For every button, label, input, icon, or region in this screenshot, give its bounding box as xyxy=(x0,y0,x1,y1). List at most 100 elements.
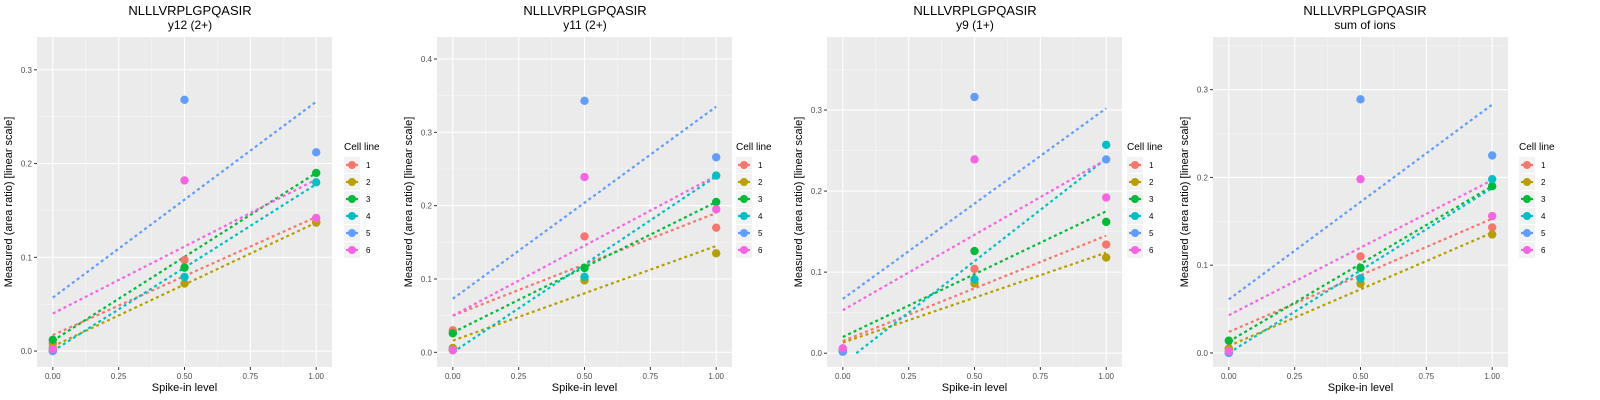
point-cell-line-6 xyxy=(448,345,458,355)
fit-line-5 xyxy=(52,100,317,299)
fit-line-4 xyxy=(855,157,1107,355)
legend-swatch-4 xyxy=(1523,212,1531,220)
legend-swatch-4 xyxy=(1131,212,1139,220)
point-cell-line-6 xyxy=(1224,347,1234,356)
legend-label: 2 xyxy=(366,178,371,187)
y-tick-label: 0.0 xyxy=(811,349,823,358)
point-cell-line-4 xyxy=(180,272,189,282)
y-tick-label: 0.3 xyxy=(1197,86,1209,95)
legend: Cell line 1 2 3 4 5 6 xyxy=(1127,142,1163,258)
y-tick-label: 0.0 xyxy=(421,348,433,357)
y-tick-label: 0.1 xyxy=(811,268,823,277)
plot-marks xyxy=(48,95,321,356)
legend-swatch-5 xyxy=(1523,229,1531,237)
legend-label: 2 xyxy=(758,178,763,187)
fit-line-5 xyxy=(1228,103,1493,301)
point-cell-line-5 xyxy=(1101,155,1111,164)
point-cell-line-5 xyxy=(711,153,721,162)
point-cell-line-1 xyxy=(711,223,721,232)
point-cell-line-5 xyxy=(580,96,589,106)
point-cell-line-2 xyxy=(1487,230,1497,239)
point-cell-line-6 xyxy=(711,205,721,214)
legend-title: Cell line xyxy=(1127,142,1163,153)
x-tick-label: 0.75 xyxy=(1419,372,1435,381)
y-tick-label: 0.0 xyxy=(21,347,33,356)
plot-marks xyxy=(448,96,721,355)
fit-line-4 xyxy=(1228,187,1493,354)
legend-label: 5 xyxy=(1541,229,1546,238)
point-cell-line-2 xyxy=(711,249,721,258)
point-cell-line-3 xyxy=(180,263,189,272)
legend-swatch-3 xyxy=(1131,195,1139,203)
point-cell-line-3 xyxy=(1224,336,1234,345)
point-cell-line-1 xyxy=(970,264,979,274)
x-tick-label: 1.00 xyxy=(308,372,324,381)
point-cell-line-3 xyxy=(580,263,589,273)
point-cell-line-3 xyxy=(1487,182,1497,191)
panel-subtitle: y12 (2+) xyxy=(168,18,212,32)
point-cell-line-5 xyxy=(311,148,321,157)
point-cell-line-4 xyxy=(580,272,589,281)
x-tick-label: 1.00 xyxy=(1484,372,1500,381)
y-tick-label: 0.4 xyxy=(421,55,433,64)
fit-line-6 xyxy=(1228,179,1493,317)
legend-swatch-4 xyxy=(348,212,356,220)
y-tick-label: 0.1 xyxy=(1197,261,1209,270)
x-axis-label: Spike-in level xyxy=(552,382,617,394)
y-axis-label: Measured (area ratio) [linear scale] xyxy=(3,117,15,288)
point-cell-line-5 xyxy=(1487,151,1497,160)
point-cell-line-6 xyxy=(311,213,321,223)
fit-line-2 xyxy=(842,251,1107,344)
fit-line-2 xyxy=(452,244,717,342)
x-tick-label: 0.75 xyxy=(643,372,659,381)
point-cell-line-1 xyxy=(1101,240,1111,249)
x-axis-label: Spike-in level xyxy=(942,382,1007,394)
legend-label: 3 xyxy=(1149,195,1154,204)
fit-line-5 xyxy=(842,107,1107,300)
legend-label: 1 xyxy=(1541,161,1546,170)
panel-subtitle: y11 (2+) xyxy=(563,18,606,32)
plot-marks xyxy=(838,92,1111,356)
y-tick-label: 0.1 xyxy=(21,253,33,262)
legend-label: 2 xyxy=(1149,178,1154,187)
point-cell-line-5 xyxy=(1356,95,1365,104)
x-tick-label: 0.00 xyxy=(1221,372,1237,381)
x-tick-label: 0.00 xyxy=(45,372,61,381)
point-cell-line-4 xyxy=(1487,174,1497,184)
x-tick-label: 0.25 xyxy=(111,372,127,381)
point-cell-line-2 xyxy=(180,279,189,288)
x-tick-label: 0.25 xyxy=(1287,372,1303,381)
y-axis-label: Measured (area ratio) [linear scale] xyxy=(793,117,805,288)
point-cell-line-5 xyxy=(970,92,979,102)
point-cell-line-3 xyxy=(48,335,58,345)
legend-title: Cell line xyxy=(1519,142,1555,153)
fit-line-6 xyxy=(452,174,717,317)
fit-line-6 xyxy=(52,178,317,315)
x-tick-label: 0.50 xyxy=(1353,372,1369,381)
panel-subtitle: sum of ions xyxy=(1334,18,1395,32)
legend-swatch-2 xyxy=(740,178,748,186)
legend-swatch-1 xyxy=(740,161,748,169)
fit-line-4 xyxy=(52,183,317,352)
legend-swatch-3 xyxy=(1523,195,1531,203)
fit-line-5 xyxy=(452,105,717,300)
legend-swatch-2 xyxy=(1131,178,1139,186)
y-tick-label: 0.2 xyxy=(1197,173,1209,182)
legend-swatch-3 xyxy=(740,195,748,203)
legend-swatch-6 xyxy=(1131,246,1139,254)
legend-swatch-2 xyxy=(348,178,356,186)
point-cell-line-3 xyxy=(311,168,321,178)
panel-subtitle: y9 (1+) xyxy=(956,18,994,32)
point-cell-line-4 xyxy=(1356,274,1365,283)
point-cell-line-3 xyxy=(711,197,721,207)
point-cell-line-1 xyxy=(580,232,589,241)
y-axis-label: Measured (area ratio) [linear scale] xyxy=(403,117,415,288)
y-tick-label: 0.3 xyxy=(21,66,33,75)
x-tick-label: 1.00 xyxy=(1098,372,1114,381)
x-tick-label: 0.75 xyxy=(243,372,259,381)
y-tick-label: 0.1 xyxy=(421,275,433,284)
x-tick-label: 0.50 xyxy=(577,372,593,381)
